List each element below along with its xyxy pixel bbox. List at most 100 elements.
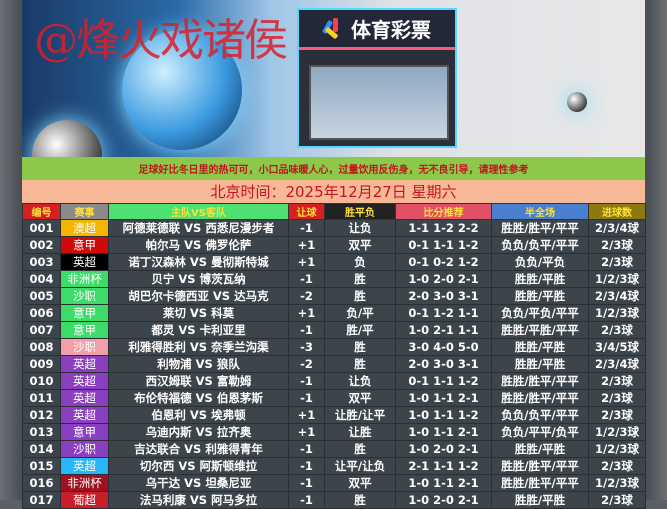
league-badge: 意甲 [60,423,109,441]
store-window [309,65,449,140]
football-graphic [32,120,102,157]
goals-pick: 2/3球 [588,253,646,271]
header-league: 赛事 [60,203,109,220]
league-badge: 英超 [60,372,109,390]
match-teams: 吉达联合 VS 利雅得青年 [108,440,289,458]
goals-pick: 2/3球 [588,321,646,339]
handicap: -1 [288,270,325,288]
table-row: 013 意甲 乌迪内斯 VS 拉齐奥 +1 让胜 1-0 1-1 2-1 负负/平平/负平 1… [22,423,646,441]
match-no: 012 [22,406,61,424]
handicap: -2 [288,355,325,373]
match-no: 017 [22,491,61,509]
header-match: 主队VS客队 [108,203,289,220]
result-pick: 胜 [324,287,396,305]
result-pick: 胜 [324,440,396,458]
goals-pick: 2/3球 [588,236,646,254]
match-teams: 伯恩利 VS 埃弗顿 [108,406,289,424]
league-badge: 英超 [60,253,109,271]
score-pick: 1-1 1-2 2-2 [395,219,492,237]
result-pick: 双平 [324,389,396,407]
match-teams: 阿德莱德联 VS 西悉尼漫步者 [108,219,289,237]
header-half-full: 半全场 [491,203,589,220]
goals-pick: 2/3/4球 [588,355,646,373]
handicap: -1 [288,440,325,458]
league-badge: 葡超 [60,491,109,509]
table-row: 014 沙职 吉达联合 VS 利雅得青年 -1 胜 1-0 2-0 2-1 胜胜/平胜 1/2… [22,440,646,458]
result-pick: 双平 [324,236,396,254]
goals-pick: 1/2/3球 [588,440,646,458]
score-pick: 3-0 4-0 5-0 [395,338,492,356]
match-no: 014 [22,440,61,458]
date-line: 北京时间：2025年12月27日 星期六 [22,180,645,203]
league-badge: 英超 [60,355,109,373]
score-pick: 1-0 2-0 2-1 [395,440,492,458]
match-teams: 贝宁 VS 博茨瓦纳 [108,270,289,288]
half-full-pick: 胜胜/平胜 [491,355,589,373]
league-badge: 意甲 [60,236,109,254]
header-goals: 进球数 [588,203,646,220]
match-no: 004 [22,270,61,288]
header-no: 编号 [22,203,61,220]
match-teams: 都灵 VS 卡利亚里 [108,321,289,339]
match-no: 016 [22,474,61,492]
league-badge: 英超 [60,406,109,424]
league-badge: 英超 [60,389,109,407]
table-row: 003 英超 诺丁汉森林 VS 曼彻斯特城 +1 负 0-1 0-2 1-2 负负/平负 2/… [22,253,646,271]
score-pick: 1-0 1-1 2-1 [395,423,492,441]
result-pick: 让负 [324,372,396,390]
goals-pick: 1/2/3球 [588,270,646,288]
goals-pick: 2/3球 [588,406,646,424]
table-row: 010 英超 西汉姆联 VS 富勒姆 -1 让负 0-1 1-1 1-2 胜胜/胜平/平平 2… [22,372,646,390]
table-row: 017 葡超 法马利康 VS 阿马多拉 -1 胜 1-0 2-0 2-1 胜胜/平胜 2/3球 [22,491,646,509]
result-pick: 胜 [324,491,396,509]
score-pick: 2-1 1-1 1-2 [395,457,492,475]
table-row: 011 英超 布伦特福德 VS 伯恩茅斯 -1 双平 1-0 1-1 2-1 胜胜/胜平/平… [22,389,646,407]
handicap: -2 [288,287,325,305]
table-row: 007 意甲 都灵 VS 卡利亚里 -1 胜/平 1-0 2-1 1-1 胜胜/平胜/平平 2… [22,321,646,339]
header-result: 胜平负 [324,203,396,220]
score-pick: 0-1 1-1 1-2 [395,372,492,390]
result-pick: 负/平 [324,304,396,322]
handicap: +1 [288,236,325,254]
league-badge: 沙职 [60,338,109,356]
goals-pick: 2/3/4球 [588,219,646,237]
goals-pick: 2/3/4球 [588,287,646,305]
table-row: 006 意甲 莱切 VS 科莫 +1 负/平 0-1 1-2 1-1 负负/平负/平平 1/2… [22,304,646,322]
half-full-pick: 胜胜/胜平/平平 [491,457,589,475]
match-no: 006 [22,304,61,322]
handicap: +1 [288,304,325,322]
table-row: 001 澳超 阿德莱德联 VS 西悉尼漫步者 -1 让负 1-1 1-2 2-2 胜胜/胜平… [22,219,646,237]
half-full-pick: 负负/平负 [491,253,589,271]
table-row: 008 沙职 利雅得胜利 VS 奈季兰沟渠 -3 胜 3-0 4-0 5-0 胜胜/平胜 3/… [22,338,646,356]
handicap: -1 [288,457,325,475]
lottery-store-graphic: 体育彩票 [297,8,457,148]
score-pick: 0-1 1-2 1-1 [395,304,492,322]
match-no: 005 [22,287,61,305]
table-row: 005 沙职 胡巴尔卡德西亚 VS 达马克 -2 胜 2-0 3-0 3-1 胜胜/平胜 2/… [22,287,646,305]
match-teams: 切尔西 VS 阿斯顿维拉 [108,457,289,475]
goals-pick: 3/4/5球 [588,338,646,356]
league-badge: 沙职 [60,287,109,305]
league-badge: 意甲 [60,321,109,339]
league-badge: 英超 [60,457,109,475]
handicap: -1 [288,389,325,407]
score-pick: 1-0 1-1 1-2 [395,406,492,424]
league-badge: 沙职 [60,440,109,458]
table-row: 015 英超 切尔西 VS 阿斯顿维拉 -1 让平/让负 2-1 1-1 1-2 胜胜/胜平… [22,457,646,475]
score-pick: 0-1 0-2 1-2 [395,253,492,271]
table-row: 009 英超 利物浦 VS 狼队 -2 胜 2-0 3-0 3-1 胜胜/平胜 2/3/4球 [22,355,646,373]
result-pick: 胜 [324,270,396,288]
goals-pick: 2/3球 [588,372,646,390]
match-teams: 帕尔马 VS 佛罗伦萨 [108,236,289,254]
goals-pick: 1/2/3球 [588,474,646,492]
match-no: 011 [22,389,61,407]
banner-image: 体育彩票 @烽火戏诸侯 [22,0,645,157]
handicap: -1 [288,219,325,237]
goals-pick: 2/3球 [588,389,646,407]
half-full-pick: 负负/负平/平平 [491,236,589,254]
goals-pick: 2/3球 [588,457,646,475]
match-teams: 法马利康 VS 阿马多拉 [108,491,289,509]
league-badge: 非洲杯 [60,270,109,288]
table-row: 004 非洲杯 贝宁 VS 博茨瓦纳 -1 胜 1-0 2-0 2-1 胜胜/平胜 1/2/3… [22,270,646,288]
half-full-pick: 胜胜/平胜 [491,338,589,356]
